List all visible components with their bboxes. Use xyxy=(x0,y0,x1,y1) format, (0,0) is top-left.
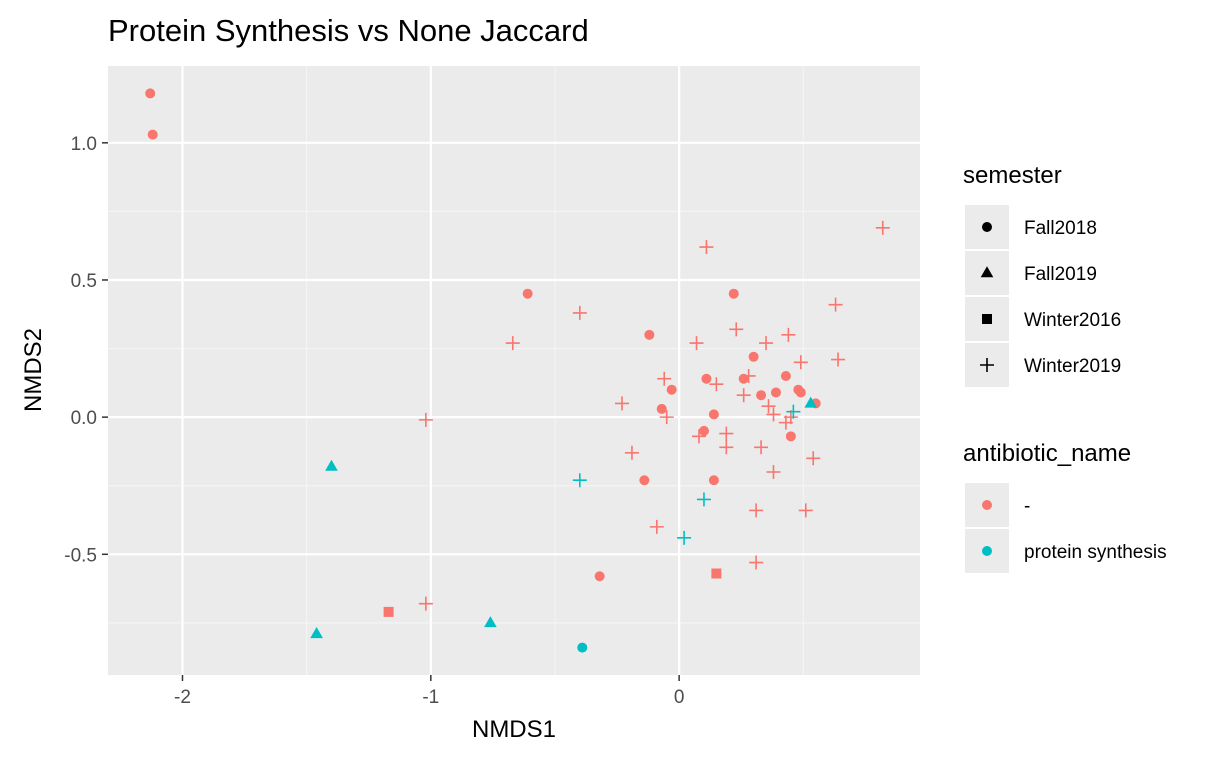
y-tick-label: 0.0 xyxy=(71,408,97,429)
data-point xyxy=(689,336,704,351)
data-point xyxy=(145,88,156,99)
legend-title: semester xyxy=(963,162,1062,189)
data-point xyxy=(754,440,769,455)
data-point xyxy=(766,465,781,479)
data-point xyxy=(729,322,744,337)
data-point xyxy=(644,329,655,340)
data-point xyxy=(310,627,323,639)
data-point xyxy=(759,336,774,351)
data-points xyxy=(145,88,890,653)
data-point xyxy=(783,410,798,425)
data-point xyxy=(875,220,890,235)
data-point xyxy=(624,445,639,460)
data-point xyxy=(795,387,806,398)
legend-label: Fall2019 xyxy=(1024,264,1097,285)
legend-label: Winter2016 xyxy=(1024,310,1121,331)
data-point xyxy=(699,240,714,255)
x-tick-label: -1 xyxy=(422,687,439,708)
data-point xyxy=(418,596,433,611)
data-point xyxy=(572,473,587,488)
legend-key-marker xyxy=(980,266,994,278)
plot-panel xyxy=(108,66,920,675)
data-point xyxy=(649,519,664,534)
y-tick-label: -0.5 xyxy=(64,545,97,566)
data-point xyxy=(698,425,709,436)
data-point xyxy=(806,451,821,466)
minor-gridlines xyxy=(108,66,920,675)
legend-key-marker xyxy=(982,222,992,232)
data-point xyxy=(831,352,846,367)
legend-label: - xyxy=(1024,496,1030,517)
y-axis-ticks: -0.5 0.0 0.5 1.0 xyxy=(64,134,108,566)
data-point xyxy=(786,404,801,419)
data-point xyxy=(666,384,677,395)
data-point xyxy=(781,327,796,342)
data-point xyxy=(383,606,394,617)
data-point xyxy=(709,377,724,392)
data-point xyxy=(748,351,759,362)
y-tick-label: 0.5 xyxy=(71,271,97,292)
data-point xyxy=(696,492,711,507)
data-point xyxy=(484,616,497,628)
data-point xyxy=(577,642,588,653)
x-axis-ticks: -2 -1 0 xyxy=(174,675,684,708)
data-point xyxy=(756,390,767,401)
data-point xyxy=(615,396,630,411)
x-axis-title: NMDS1 xyxy=(472,716,556,743)
data-point xyxy=(770,387,781,398)
data-point xyxy=(719,440,734,455)
data-point xyxy=(741,368,756,383)
data-point xyxy=(572,305,587,320)
legend-label: protein synthesis xyxy=(1024,542,1167,563)
legend-key-marker xyxy=(982,546,992,556)
data-point xyxy=(677,530,692,545)
legend-key-marker xyxy=(982,500,992,510)
data-point xyxy=(766,407,781,422)
legend-key-marker xyxy=(982,314,992,324)
data-point xyxy=(793,355,808,370)
legend-label: Winter2019 xyxy=(1024,356,1121,377)
data-point xyxy=(728,288,739,299)
chart-title: Protein Synthesis vs None Jaccard xyxy=(108,13,589,48)
data-point xyxy=(719,426,734,441)
data-point xyxy=(828,297,843,312)
data-point xyxy=(657,371,672,386)
data-point xyxy=(147,129,158,140)
data-point xyxy=(691,429,706,444)
y-tick-label: 1.0 xyxy=(71,134,97,155)
data-point xyxy=(798,503,813,518)
data-point xyxy=(736,388,751,403)
y-axis-title: NMDS2 xyxy=(20,328,47,412)
data-point xyxy=(659,410,674,425)
data-point xyxy=(804,396,818,408)
data-point xyxy=(325,459,338,471)
x-tick-label: 0 xyxy=(674,687,685,708)
data-point xyxy=(761,399,776,414)
legend: semester Fall2018 Fall2019 Winter2016 Winter… xyxy=(963,162,1167,573)
data-point xyxy=(711,568,722,579)
data-point xyxy=(708,475,719,486)
data-point xyxy=(656,403,667,414)
legend-label: Fall2018 xyxy=(1024,218,1097,239)
legend-key-marker xyxy=(980,358,994,372)
legend-title: antibiotic_name xyxy=(963,440,1131,467)
data-point xyxy=(785,431,796,442)
data-point xyxy=(780,370,791,381)
major-gridlines xyxy=(108,66,920,675)
data-point xyxy=(749,555,764,570)
data-point xyxy=(701,373,712,384)
x-tick-label: -2 xyxy=(174,687,191,708)
data-point xyxy=(522,288,533,299)
data-point xyxy=(418,412,433,427)
data-point xyxy=(594,571,605,582)
data-point xyxy=(505,336,520,351)
data-point xyxy=(708,409,719,420)
data-point xyxy=(639,475,650,486)
data-point xyxy=(749,503,764,518)
